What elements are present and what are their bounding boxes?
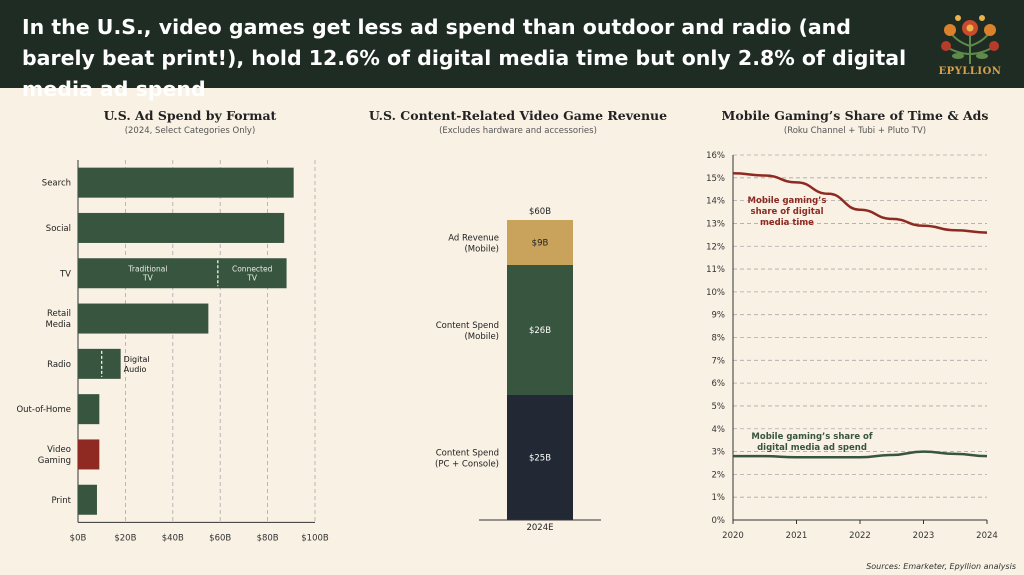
- y-tick-label: 2%: [712, 470, 726, 480]
- y-tick-label: 15%: [706, 174, 725, 184]
- y-tick-label: 6%: [712, 379, 726, 389]
- segment-label: Connected TV: [232, 264, 273, 282]
- total-label: $60B: [529, 207, 551, 217]
- x-tick-label: $20B: [114, 533, 136, 543]
- bar: [78, 167, 294, 198]
- category-label: 2024E: [526, 523, 553, 533]
- y-tick-label: 0%: [712, 516, 726, 526]
- bar: [78, 348, 121, 379]
- series-label: Content Spend (Mobile): [436, 321, 499, 342]
- bar: [78, 258, 287, 289]
- chart1-title: U.S. Ad Spend by Format: [103, 108, 277, 123]
- source-note: Sources: Emarketer, Epyllion analysis: [866, 562, 1016, 571]
- category-label: Search: [42, 179, 71, 189]
- y-tick-label: 5%: [712, 402, 726, 412]
- category-label: Print: [51, 496, 71, 506]
- chart1-subtitle: (2024, Select Categories Only): [124, 126, 256, 136]
- bar: [78, 439, 100, 470]
- x-tick-label: 2024: [976, 531, 998, 541]
- segment-label: Traditional TV: [127, 264, 167, 282]
- stack-segment: [507, 395, 573, 520]
- x-tick-label: $80B: [257, 533, 279, 543]
- x-tick-label: $0B: [70, 533, 87, 543]
- bar: [78, 303, 209, 334]
- x-tick-label: 2020: [722, 531, 744, 541]
- y-tick-label: 7%: [712, 356, 726, 366]
- x-tick-label: 2021: [786, 531, 808, 541]
- segment-value-label: $25B: [529, 454, 551, 464]
- series-line: [732, 172, 988, 234]
- stack-segment: [507, 220, 573, 265]
- x-tick-label: 2023: [913, 531, 935, 541]
- chart2-title: U.S. Content-Related Video Game Revenue: [368, 108, 668, 123]
- chart3-title: Mobile Gaming’s Share of Time & Ads: [721, 108, 989, 123]
- y-tick-label: 12%: [706, 242, 725, 252]
- chart3-subtitle: (Roku Channel + Tubi + Pluto TV): [783, 126, 927, 136]
- x-tick-label: $40B: [162, 533, 184, 543]
- brand-name: EPYLLION: [938, 66, 1002, 77]
- mobile-share-line-chart: 0% 1% 2% 3% 4% 5% 6% 7% 8% 9% 10% 11% 12% 13% 14% 15% 16…: [706, 151, 998, 541]
- series-annotation: Mobile gaming’s share of digital media ad…: [751, 432, 873, 453]
- stack-segment: [507, 265, 573, 395]
- page-headline: In the U.S., video games get less ad spe…: [22, 15, 907, 101]
- y-tick-label: 16%: [706, 151, 725, 161]
- bar: [78, 212, 285, 243]
- y-tick-label: 13%: [706, 219, 725, 229]
- y-tick-label: 8%: [712, 334, 726, 344]
- category-label: Radio: [47, 360, 71, 370]
- header-banner: In the U.S., video games get less ad spe…: [0, 0, 1024, 101]
- series-label: Ad Revenue (Mobile): [448, 234, 499, 255]
- chart2-subtitle: (Excludes hardware and accessories): [439, 126, 597, 136]
- folk-flower-icon: [941, 15, 999, 64]
- series-label: Content Spend (PC + Console): [435, 449, 499, 470]
- y-tick-label: 10%: [706, 288, 725, 298]
- segment-value-label: $9B: [532, 239, 549, 249]
- ad-spend-bar-chart: $0B $20B $40B $60B $80B $100B Search Social TV Tr…: [16, 160, 329, 543]
- category-label: TV: [59, 269, 71, 279]
- game-revenue-stacked-chart: $25B Content Spend (PC + Console) $26B Conte…: [435, 207, 601, 533]
- y-tick-label: 14%: [706, 197, 725, 207]
- y-tick-label: 4%: [712, 425, 726, 435]
- series-line: [732, 450, 988, 459]
- series-annotation: Mobile gaming’s share of digital media tim…: [748, 196, 827, 228]
- category-label: Video Gaming: [38, 445, 71, 466]
- category-label: Social: [46, 224, 71, 234]
- y-tick-label: 9%: [712, 311, 726, 321]
- segment-label: Digital Audio: [124, 355, 150, 374]
- y-tick-label: 1%: [712, 493, 726, 503]
- bar: [78, 484, 97, 515]
- category-label: Out-of-Home: [16, 405, 71, 415]
- y-tick-label: 3%: [712, 448, 726, 458]
- category-label: Retail Media: [45, 309, 71, 330]
- x-tick-label: $60B: [209, 533, 231, 543]
- segment-value-label: $26B: [529, 326, 551, 336]
- y-tick-label: 11%: [706, 265, 725, 275]
- x-tick-label: 2022: [849, 531, 871, 541]
- bar: [78, 394, 100, 425]
- x-tick-label: $100B: [301, 533, 329, 543]
